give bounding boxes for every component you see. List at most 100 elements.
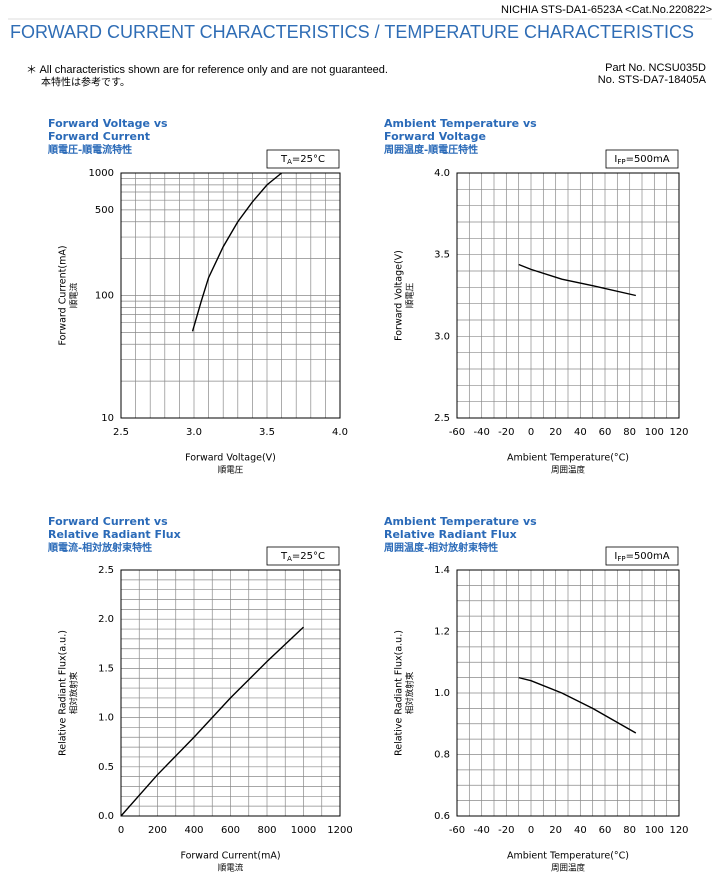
x-tick-label: 20 [549,427,562,438]
chart-title-jp: 周囲温度-相対放射束特性 [384,541,498,554]
plot-frame [120,172,341,419]
chart-title-jp: 順電圧-順電流特性 [47,143,132,156]
x-tick-label: -60 [449,427,465,438]
x-tick-label: 120 [669,825,688,836]
chart-title: Forward Voltage vs [48,117,168,130]
y-tick-label: 3.0 [434,331,450,342]
y-tick-label: 0.6 [434,811,450,822]
condition: TA=25°C [280,551,325,563]
x-axis-label: Forward Current(mA) [180,851,280,862]
condition-rest: =500mA [626,551,670,562]
condition: TA=25°C [280,154,325,166]
y-axis-label-jp: 相対放射束 [69,671,80,714]
y-tick-label: 0.5 [98,762,114,773]
part-no: Part No. NCSU035D [605,62,706,74]
data-line [120,626,304,817]
y-tick-label: 1.0 [434,688,450,699]
x-axis-label: Forward Voltage(V) [185,453,276,464]
y-axis-label-jp: 相対放射束 [405,671,416,714]
y-tick-label: 100 [95,291,114,302]
x-tick-label: 600 [221,825,240,836]
chart-title: Forward Current [48,130,150,143]
y-tick-label: 1.4 [434,565,450,576]
y-tick-label: 10 [101,413,114,424]
y-tick-label: 1.5 [98,663,114,674]
condition-main: T [280,551,288,562]
y-tick-label: 2.0 [98,614,114,625]
x-axis-label-jp: 周囲温度 [551,465,586,476]
x-tick-label: -20 [498,427,514,438]
condition-box [605,149,679,169]
x-tick-label: 800 [257,825,276,836]
page-title: FORWARD CURRENT CHARACTERISTICS / TEMPER… [10,22,694,42]
x-tick-label: -40 [473,825,489,836]
condition-rest: =25°C [292,551,325,562]
x-axis-label-jp: 順電流 [218,863,244,874]
doc-id: NICHIA STS-DA1-6523A <Cat.No.220822> [501,4,712,16]
x-tick-label: 20 [549,825,562,836]
y-tick-label: 1.0 [98,713,114,724]
condition-rest: =500mA [626,154,670,165]
plot-frame [120,569,341,817]
x-tick-label: 0 [528,427,534,438]
x-tick-label: 120 [669,427,688,438]
condition-rest: =25°C [292,154,325,165]
y-tick-label: 500 [95,205,114,216]
x-tick-label: 4.0 [332,427,348,438]
condition-sub: A [287,158,292,166]
x-tick-label: 2.5 [113,427,129,438]
y-axis-label: Relative Radiant Flux(a.u.) [394,630,405,756]
x-tick-label: 3.5 [259,427,275,438]
y-tick-label: 1.2 [434,627,450,638]
x-tick-label: 60 [599,825,612,836]
y-axis-label-jp: 順電流 [69,282,80,308]
x-axis-label-jp: 周囲温度 [551,863,586,874]
chart-title-jp: 周囲温度-順電圧特性 [384,143,478,156]
x-tick-label: 1000 [291,825,316,836]
y-tick-label: 2.5 [434,413,450,424]
y-tick-label: 0.0 [98,811,114,822]
condition: IFP=500mA [614,551,669,563]
condition-sub: A [287,555,292,563]
y-tick-label: 1000 [89,168,114,179]
y-tick-label: 0.8 [434,750,450,761]
x-tick-label: 1200 [327,825,352,836]
x-tick-label: 400 [184,825,203,836]
condition-main: I [614,154,617,165]
y-axis-label: Forward Voltage(V) [394,250,405,341]
y-tick-label: 3.5 [434,250,450,261]
x-tick-label: 100 [645,825,664,836]
condition-sub: FP [617,158,625,166]
chart-title: Forward Current vs [48,515,168,528]
chart-title: Relative Radiant Flux [48,528,181,541]
x-tick-label: 0 [118,825,124,836]
x-axis-label: Ambient Temperature(°C) [507,851,629,862]
condition-box [605,546,679,566]
x-tick-label: 80 [623,427,636,438]
chart-title-jp: 順電流-相対放射束特性 [47,541,152,554]
x-tick-label: 200 [148,825,167,836]
condition-main: I [614,551,617,562]
y-axis-label: Forward Current(mA) [58,245,69,345]
x-tick-label: 40 [574,825,587,836]
x-tick-label: 3.0 [186,427,202,438]
condition: IFP=500mA [614,154,669,166]
note: ＊ All characteristics shown are for refe… [26,64,388,76]
x-axis-label-jp: 順電圧 [218,466,244,476]
plot-frame [456,172,680,419]
data-line [518,263,636,297]
spec-no: No. STS-DA7-18405A [598,74,707,86]
x-tick-label: 40 [574,427,587,438]
x-tick-label: 60 [599,427,612,438]
condition-box [266,149,340,169]
y-tick-label: 4.0 [434,168,450,179]
x-tick-label: 100 [645,427,664,438]
x-tick-label: -60 [449,825,465,836]
x-tick-label: -40 [473,427,489,438]
y-axis-label-jp: 順電圧 [406,282,416,308]
note-jp: 本特性は参考です。 [41,76,130,89]
y-axis-label: Relative Radiant Flux(a.u.) [58,630,69,756]
condition-box [266,546,340,566]
chart-title: Ambient Temperature vs [384,117,537,130]
y-tick-label: 2.5 [98,565,114,576]
